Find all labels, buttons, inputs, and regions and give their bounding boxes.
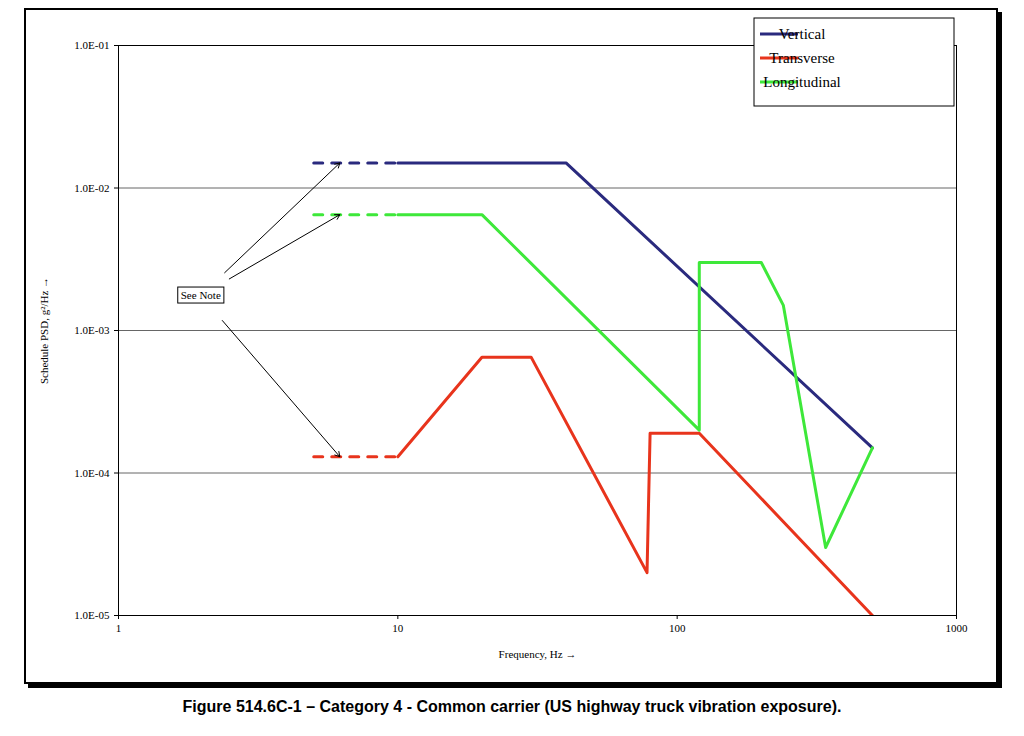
svg-text:Schedule PSD, g²/Hz →: Schedule PSD, g²/Hz → [38,277,50,384]
svg-text:10: 10 [392,622,404,634]
svg-text:1.0E-01: 1.0E-01 [74,39,109,51]
svg-text:1.0E-02: 1.0E-02 [74,182,109,194]
svg-text:Transverse: Transverse [769,50,835,66]
svg-text:1000: 1000 [946,622,969,634]
svg-text:See Note: See Note [181,289,221,301]
svg-text:Vertical: Vertical [779,26,826,42]
html-text:Figure 514.6C-1 – Category 4 -: Figure 514.6C-1 – Category 4 - Common ca… [182,698,842,715]
svg-text:1.0E-03: 1.0E-03 [74,324,110,336]
svg-text:Frequency, Hz →: Frequency, Hz → [499,648,577,660]
svg-text:1.0E-04: 1.0E-04 [74,467,110,479]
svg-text:1: 1 [116,622,122,634]
svg-text:100: 100 [669,622,686,634]
svg-text:1.0E-05: 1.0E-05 [74,609,110,621]
svg-text:Longitudinal: Longitudinal [763,74,841,90]
